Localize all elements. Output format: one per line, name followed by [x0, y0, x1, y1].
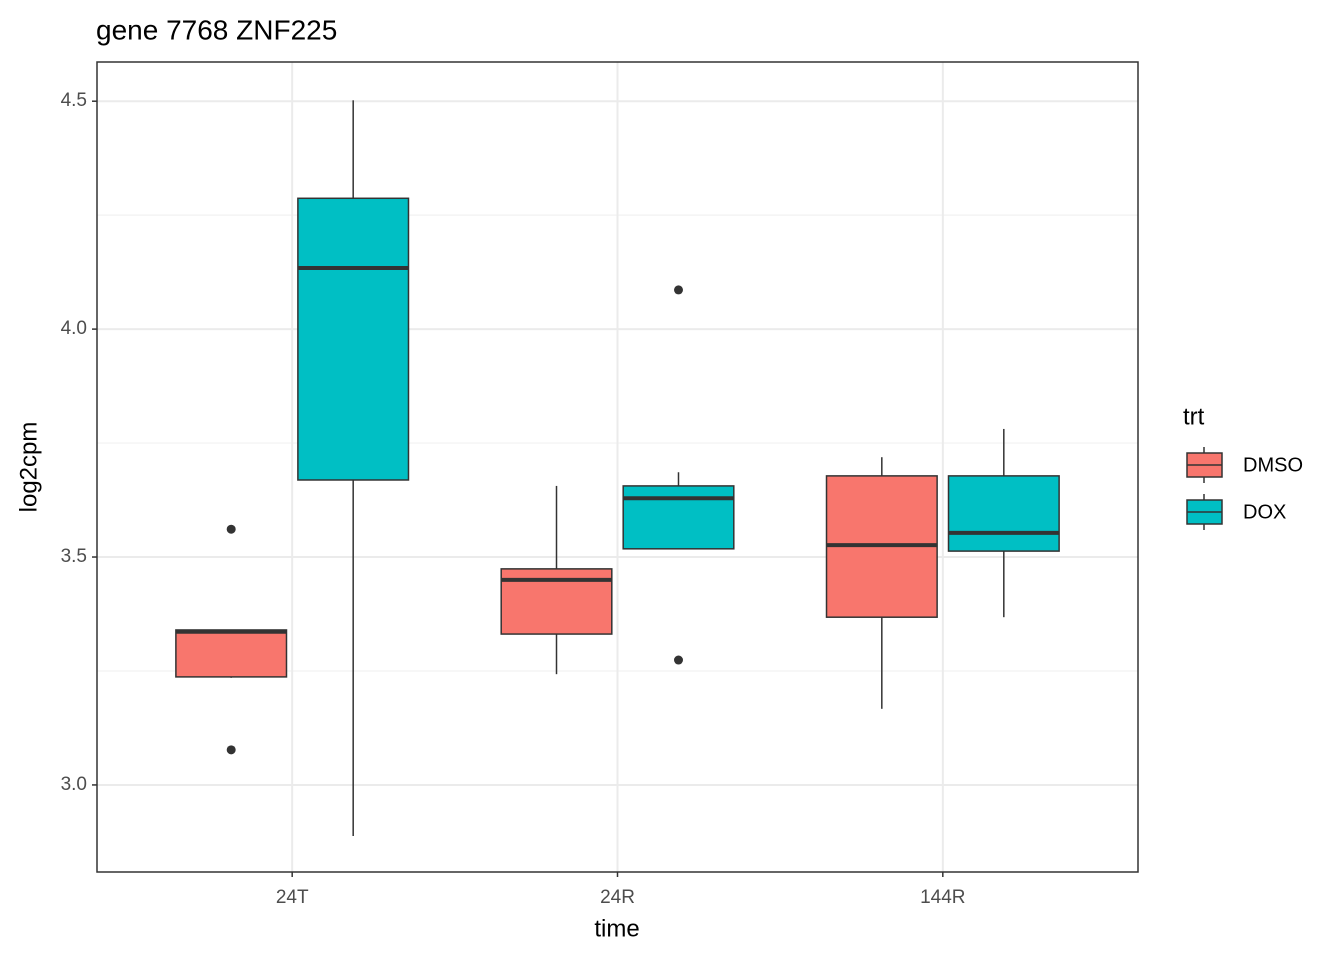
y-tick-label: 4.5: [61, 90, 87, 111]
outlier: [226, 524, 236, 534]
legend-title: trt: [1183, 403, 1205, 430]
x-tick-label: 24T: [276, 887, 309, 908]
legend-label: DOX: [1243, 501, 1286, 523]
y-tick-label: 4.0: [61, 318, 87, 339]
x-axis-title: time: [594, 915, 639, 942]
x-tick-label: 24R: [600, 887, 635, 908]
chart-title: gene 7768 ZNF225: [96, 14, 337, 45]
box: [622, 485, 735, 550]
box: [175, 629, 288, 678]
panel-border: [96, 61, 1139, 873]
outlier: [673, 655, 683, 665]
box: [947, 475, 1060, 552]
box: [297, 197, 410, 481]
y-tick-label: 3.5: [61, 546, 87, 567]
outlier: [673, 285, 683, 295]
y-tick-label: 3.0: [61, 774, 87, 795]
legend-label: DMSO: [1243, 454, 1303, 476]
x-tick-label: 144R: [920, 887, 965, 908]
y-axis-title: log2cpm: [15, 422, 42, 513]
outlier: [226, 745, 236, 755]
